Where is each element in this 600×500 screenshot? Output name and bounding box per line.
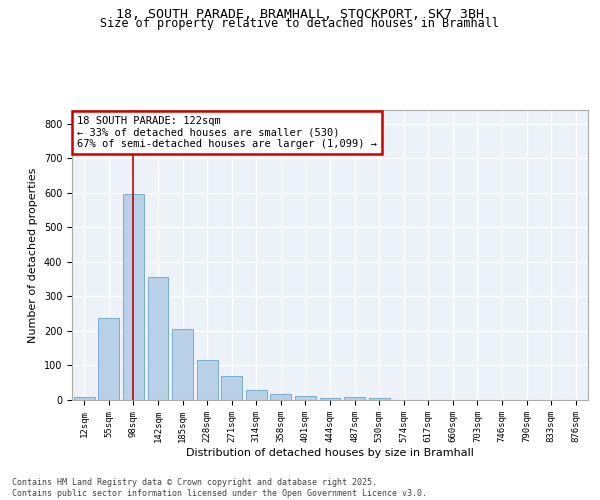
- Bar: [172, 329, 193, 400]
- Text: 18 SOUTH PARADE: 122sqm
← 33% of detached houses are smaller (530)
67% of semi-d: 18 SOUTH PARADE: 122sqm ← 33% of detache…: [77, 116, 377, 149]
- Text: 18, SOUTH PARADE, BRAMHALL, STOCKPORT, SK7 3BH: 18, SOUTH PARADE, BRAMHALL, STOCKPORT, S…: [116, 8, 484, 20]
- Bar: [295, 396, 316, 400]
- Text: Size of property relative to detached houses in Bramhall: Size of property relative to detached ho…: [101, 18, 499, 30]
- Bar: [320, 398, 340, 400]
- Bar: [197, 360, 218, 400]
- Bar: [221, 376, 242, 400]
- Bar: [368, 398, 389, 400]
- Bar: [271, 394, 292, 400]
- Bar: [344, 397, 365, 400]
- Y-axis label: Number of detached properties: Number of detached properties: [28, 168, 38, 342]
- Bar: [148, 278, 169, 400]
- Bar: [74, 397, 95, 400]
- Bar: [98, 318, 119, 400]
- Bar: [246, 390, 267, 400]
- X-axis label: Distribution of detached houses by size in Bramhall: Distribution of detached houses by size …: [186, 448, 474, 458]
- Text: Contains HM Land Registry data © Crown copyright and database right 2025.
Contai: Contains HM Land Registry data © Crown c…: [12, 478, 427, 498]
- Bar: [123, 194, 144, 400]
